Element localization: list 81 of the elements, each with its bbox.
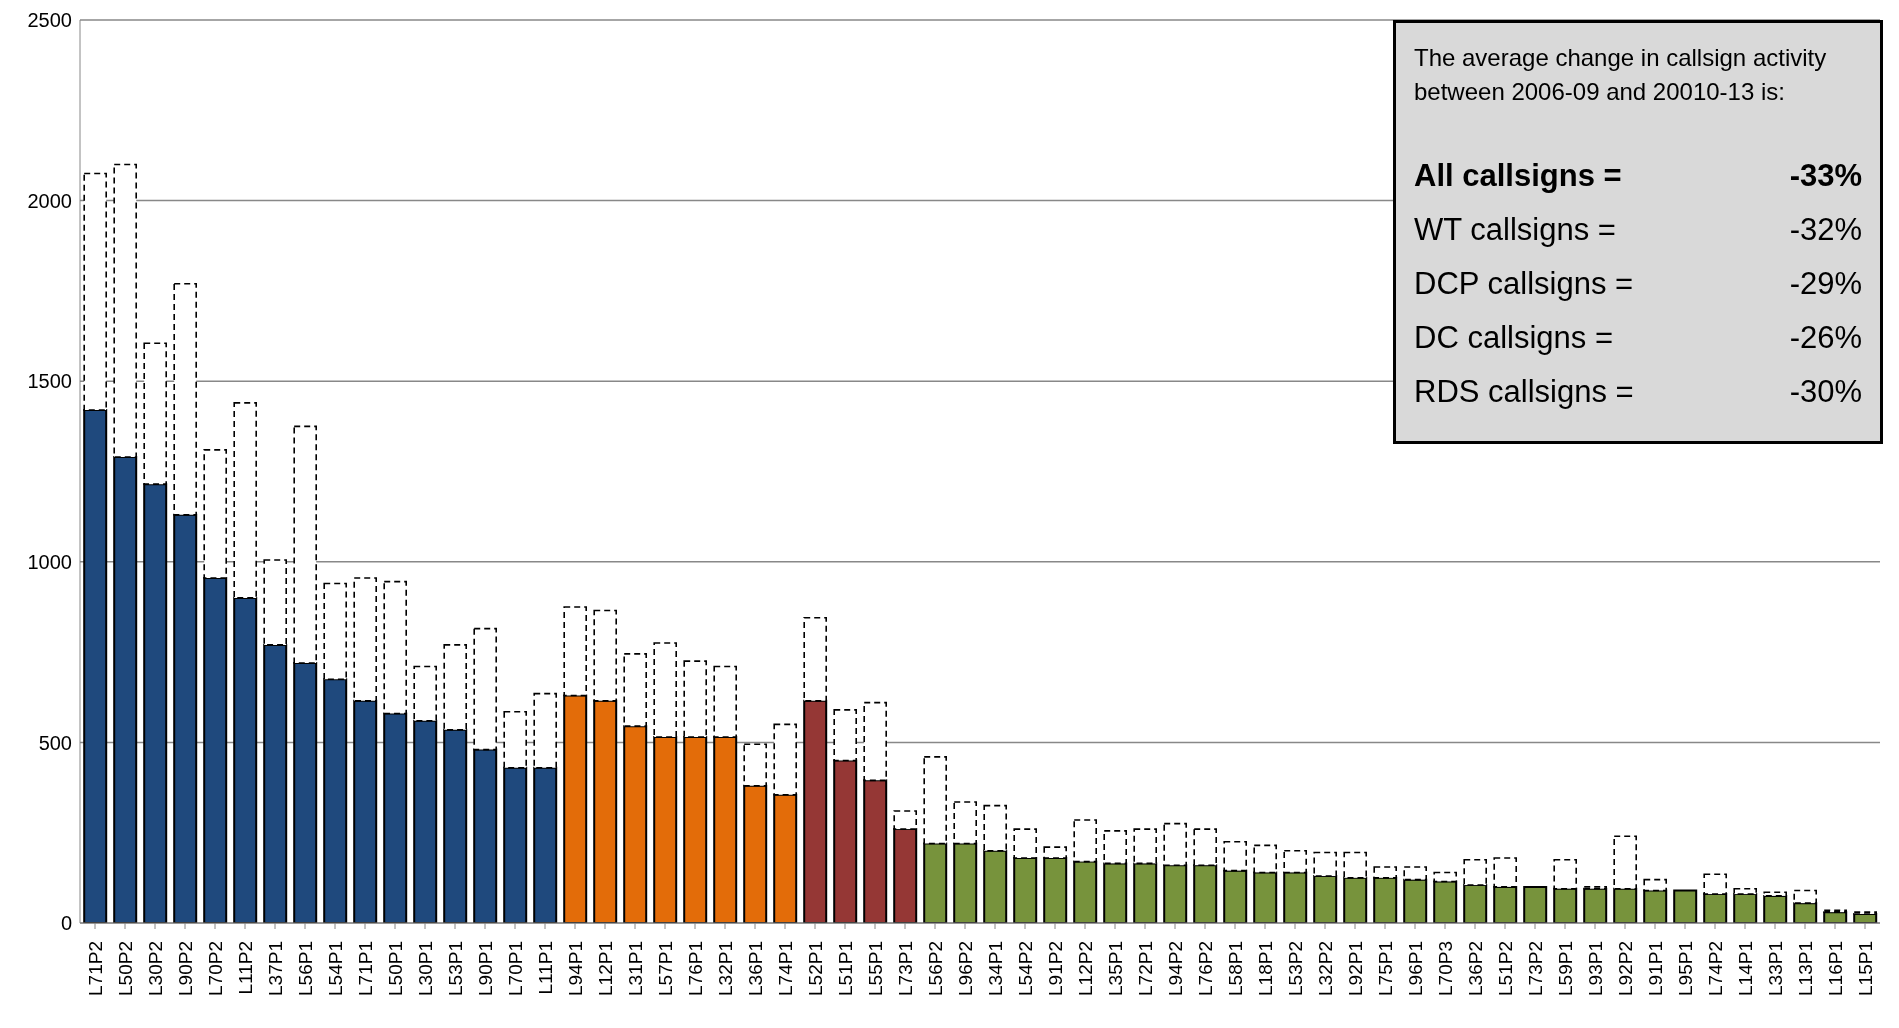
annotation: The average change in callsign activity between 2006-09 and 20010-13 is: (1414, 43, 1828, 107)
y-tick-label: 500 (38, 731, 72, 754)
x-tick-label: L71P2 (84, 941, 106, 996)
x-tick-label: L12P2 (1074, 941, 1096, 996)
x-tick-label: L94P1 (564, 941, 586, 996)
x-tick-label: L32P1 (714, 941, 736, 996)
x-tick-label: L35P1 (1104, 941, 1126, 996)
y-tick-label: 2500 (27, 9, 72, 32)
x-tick-label: L12P1 (594, 941, 616, 996)
x-tick-label: L70P1 (504, 941, 526, 996)
x-tick-label: L56P1 (294, 941, 316, 996)
x-tick-label: L96P1 (1404, 941, 1426, 996)
x-tick-label: L36P2 (1464, 941, 1486, 996)
x-tick-label: L57P1 (654, 941, 676, 996)
x-tick-label: L36P1 (744, 941, 766, 996)
x-tick-label: L51P2 (1494, 941, 1516, 996)
annotation: DC callsigns = (1414, 319, 1613, 357)
x-tick-label: L91P1 (1644, 941, 1666, 996)
x-tick-label: L34P1 (984, 941, 1006, 996)
x-tick-label: L18P1 (1254, 941, 1276, 996)
annotation: -29% (1789, 265, 1862, 303)
x-tick-label: L11P1 (534, 941, 556, 995)
bar (1673, 889, 1698, 923)
x-tick-label: L93P1 (1584, 941, 1606, 996)
x-tick-label: L73P2 (1524, 941, 1546, 996)
x-tick-label: L15P1 (1854, 941, 1876, 996)
x-tick-label: L75P1 (1374, 941, 1396, 996)
x-tick-label: L31P1 (624, 941, 646, 996)
x-tick-label: L33P1 (1764, 941, 1786, 996)
x-tick-label: L71P1 (354, 941, 376, 996)
y-tick-label: 0 (60, 912, 72, 935)
y-tick-label: 1000 (27, 550, 72, 573)
x-tick-label: L74P2 (1704, 941, 1726, 996)
x-tick-label: L70P3 (1434, 941, 1456, 996)
x-tick-label: L55P1 (864, 941, 886, 996)
x-tick-label: L30P2 (144, 941, 166, 996)
bar (1763, 894, 1788, 923)
x-tick-label: L96P2 (954, 941, 976, 996)
annotation: -32% (1789, 211, 1862, 249)
x-tick-label: L37P1 (264, 941, 286, 996)
x-tick-label: L90P2 (174, 941, 196, 996)
x-tick-label: L92P1 (1344, 941, 1366, 996)
x-tick-label: L14P1 (1734, 941, 1756, 996)
bar (1583, 887, 1608, 923)
x-tick-label: L76P1 (684, 941, 706, 996)
annotation: RDS callsigns = (1414, 373, 1634, 411)
y-tick-label: 2000 (27, 189, 72, 212)
x-tick-label: L50P2 (114, 941, 136, 996)
x-tick-label: L53P1 (444, 941, 466, 996)
x-tick-label: L76P2 (1194, 941, 1216, 996)
x-tick-label: L73P1 (894, 941, 916, 996)
annotation: WT callsigns = (1414, 211, 1616, 249)
annotation: All callsigns = (1414, 157, 1622, 195)
x-tick-label: L51P1 (834, 941, 856, 996)
x-tick-label: L50P1 (384, 941, 406, 996)
x-tick-label: L54P2 (1014, 941, 1036, 996)
x-tick-label: L13P1 (1794, 941, 1816, 996)
x-tick-label: L58P1 (1224, 941, 1246, 996)
x-tick-label: L72P1 (1134, 941, 1156, 996)
x-tick-label: L90P1 (474, 941, 496, 996)
x-tick-label: L94P2 (1164, 941, 1186, 996)
annotation: DCP callsigns = (1414, 265, 1634, 303)
y-tick-label: 1500 (27, 370, 72, 393)
x-tick-label: L11P2 (234, 941, 256, 995)
x-tick-label: L91P2 (1044, 941, 1066, 996)
annotation: -26% (1789, 319, 1862, 357)
x-tick-label: L30P1 (414, 941, 436, 996)
annotation: -33% (1789, 157, 1862, 195)
x-tick-label: L56P2 (924, 941, 946, 996)
x-tick-label: L54P1 (324, 941, 346, 996)
x-tick-label: L16P1 (1824, 941, 1846, 996)
x-tick-label: L52P1 (804, 941, 826, 996)
x-tick-label: L32P2 (1314, 941, 1336, 996)
x-tick-label: L59P1 (1554, 941, 1576, 996)
x-tick-label: L92P2 (1614, 941, 1636, 996)
x-tick-label: L95P1 (1674, 941, 1696, 996)
bar (1523, 885, 1548, 923)
x-tick-label: L70P2 (204, 941, 226, 996)
x-tick-label: L53P2 (1284, 941, 1306, 996)
annotation: -30% (1789, 373, 1862, 411)
x-tick-label: L74P1 (774, 941, 796, 996)
